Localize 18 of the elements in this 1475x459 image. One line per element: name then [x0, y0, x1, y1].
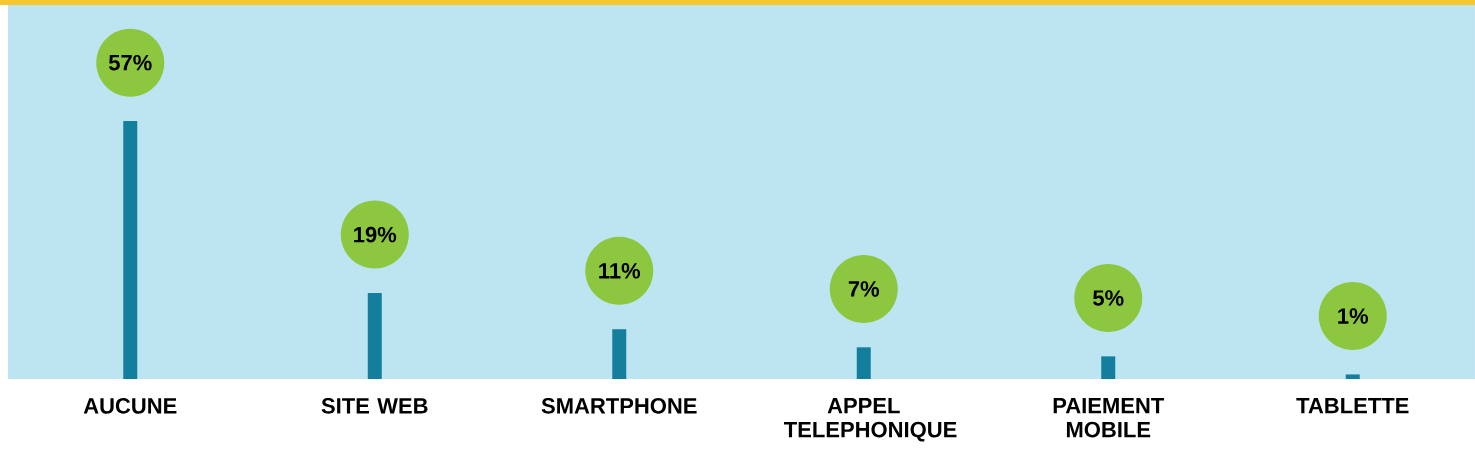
data-label: 19% — [354, 226, 397, 243]
x-tick-label: SMARTPHONE — [541, 398, 697, 414]
bar — [856, 347, 871, 379]
bar — [123, 121, 138, 379]
bar — [612, 329, 627, 379]
x-tick-label: APPEL TELEPHONIQUE — [784, 398, 957, 442]
x-tick-label: SITE WEB — [321, 398, 428, 414]
bar — [1101, 356, 1116, 379]
data-label: 7% — [848, 281, 880, 297]
x-tick-label: AUCUNE — [83, 398, 177, 414]
data-label: 57% — [108, 54, 152, 71]
data-label: 5% — [1093, 290, 1124, 306]
bar — [367, 293, 382, 379]
bar — [1345, 374, 1360, 379]
data-label: 11% — [599, 263, 641, 279]
data-label: 1% — [1338, 308, 1369, 324]
x-tick-label: PAIEMENT MOBILE — [1053, 398, 1165, 438]
x-tick-label: TABLETTE — [1296, 398, 1409, 414]
